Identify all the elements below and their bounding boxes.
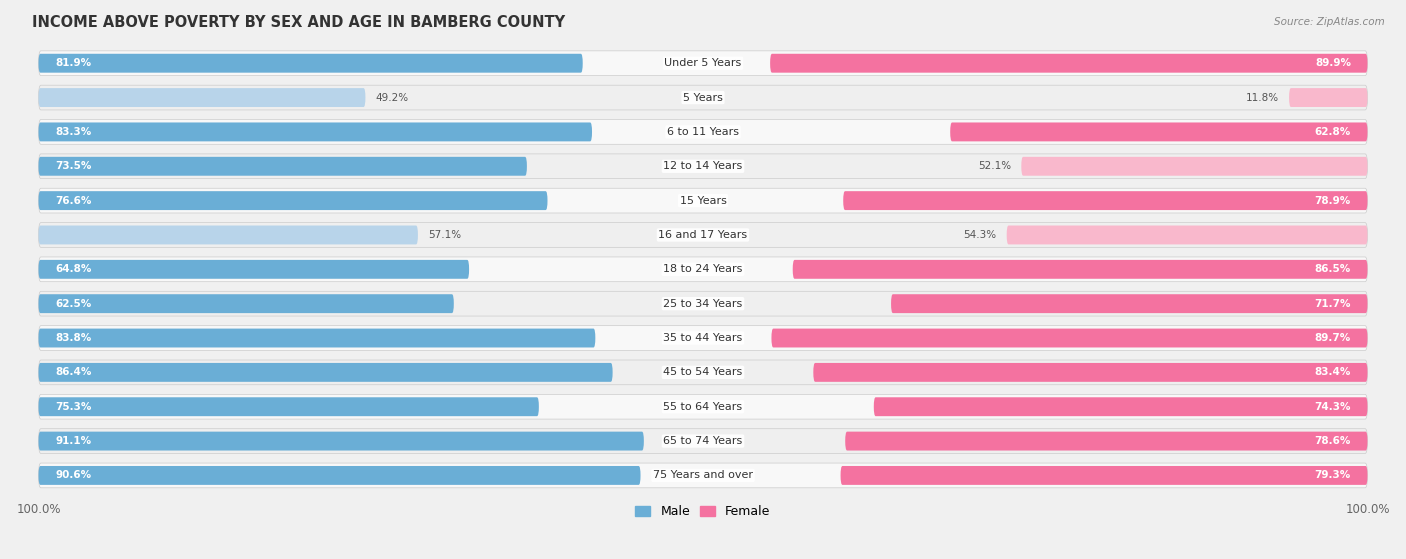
FancyBboxPatch shape — [813, 363, 1368, 382]
Text: 75 Years and over: 75 Years and over — [652, 471, 754, 480]
Text: 76.6%: 76.6% — [55, 196, 91, 206]
Text: 89.9%: 89.9% — [1315, 58, 1351, 68]
FancyBboxPatch shape — [38, 191, 547, 210]
FancyBboxPatch shape — [38, 54, 582, 73]
FancyBboxPatch shape — [38, 51, 1368, 75]
FancyBboxPatch shape — [38, 429, 1368, 453]
FancyBboxPatch shape — [38, 257, 1368, 282]
Text: 25 to 34 Years: 25 to 34 Years — [664, 299, 742, 309]
Text: 71.7%: 71.7% — [1315, 299, 1351, 309]
FancyBboxPatch shape — [1289, 88, 1368, 107]
FancyBboxPatch shape — [891, 294, 1368, 313]
Text: 16 and 17 Years: 16 and 17 Years — [658, 230, 748, 240]
Text: 11.8%: 11.8% — [1246, 93, 1279, 102]
FancyBboxPatch shape — [38, 294, 454, 313]
Text: 5 Years: 5 Years — [683, 93, 723, 102]
Text: 89.7%: 89.7% — [1315, 333, 1351, 343]
FancyBboxPatch shape — [770, 54, 1368, 73]
FancyBboxPatch shape — [950, 122, 1368, 141]
Text: 91.1%: 91.1% — [55, 436, 91, 446]
Text: 52.1%: 52.1% — [979, 161, 1011, 171]
Text: 62.5%: 62.5% — [55, 299, 91, 309]
FancyBboxPatch shape — [38, 463, 1368, 488]
Text: 15 Years: 15 Years — [679, 196, 727, 206]
Text: 49.2%: 49.2% — [375, 93, 409, 102]
Text: 78.9%: 78.9% — [1315, 196, 1351, 206]
FancyBboxPatch shape — [844, 191, 1368, 210]
FancyBboxPatch shape — [845, 432, 1368, 451]
Text: 45 to 54 Years: 45 to 54 Years — [664, 367, 742, 377]
FancyBboxPatch shape — [841, 466, 1368, 485]
FancyBboxPatch shape — [1007, 225, 1368, 244]
Text: 55 to 64 Years: 55 to 64 Years — [664, 402, 742, 412]
Legend: Male, Female: Male, Female — [630, 500, 776, 523]
FancyBboxPatch shape — [38, 88, 366, 107]
Text: 86.5%: 86.5% — [1315, 264, 1351, 274]
FancyBboxPatch shape — [873, 397, 1368, 416]
FancyBboxPatch shape — [1021, 157, 1368, 176]
FancyBboxPatch shape — [38, 394, 1368, 419]
Text: 54.3%: 54.3% — [963, 230, 997, 240]
FancyBboxPatch shape — [38, 360, 1368, 385]
Text: 75.3%: 75.3% — [55, 402, 91, 412]
Text: 79.3%: 79.3% — [1315, 471, 1351, 480]
FancyBboxPatch shape — [38, 157, 527, 176]
Text: 62.8%: 62.8% — [1315, 127, 1351, 137]
Text: 35 to 44 Years: 35 to 44 Years — [664, 333, 742, 343]
Text: 83.4%: 83.4% — [1315, 367, 1351, 377]
FancyBboxPatch shape — [38, 154, 1368, 179]
Text: 90.6%: 90.6% — [55, 471, 91, 480]
Text: 57.1%: 57.1% — [427, 230, 461, 240]
FancyBboxPatch shape — [38, 188, 1368, 213]
Text: 64.8%: 64.8% — [55, 264, 91, 274]
FancyBboxPatch shape — [38, 397, 538, 416]
Text: INCOME ABOVE POVERTY BY SEX AND AGE IN BAMBERG COUNTY: INCOME ABOVE POVERTY BY SEX AND AGE IN B… — [32, 15, 565, 30]
Text: 83.3%: 83.3% — [55, 127, 91, 137]
Text: 83.8%: 83.8% — [55, 333, 91, 343]
FancyBboxPatch shape — [38, 122, 592, 141]
FancyBboxPatch shape — [38, 225, 418, 244]
Text: 12 to 14 Years: 12 to 14 Years — [664, 161, 742, 171]
FancyBboxPatch shape — [38, 222, 1368, 247]
Text: 18 to 24 Years: 18 to 24 Years — [664, 264, 742, 274]
Text: 73.5%: 73.5% — [55, 161, 91, 171]
Text: 81.9%: 81.9% — [55, 58, 91, 68]
FancyBboxPatch shape — [38, 85, 1368, 110]
FancyBboxPatch shape — [38, 432, 644, 451]
FancyBboxPatch shape — [38, 466, 641, 485]
FancyBboxPatch shape — [38, 120, 1368, 144]
FancyBboxPatch shape — [38, 329, 595, 348]
FancyBboxPatch shape — [38, 326, 1368, 350]
FancyBboxPatch shape — [38, 291, 1368, 316]
Text: 65 to 74 Years: 65 to 74 Years — [664, 436, 742, 446]
Text: 74.3%: 74.3% — [1315, 402, 1351, 412]
FancyBboxPatch shape — [38, 260, 470, 279]
FancyBboxPatch shape — [772, 329, 1368, 348]
Text: Source: ZipAtlas.com: Source: ZipAtlas.com — [1274, 17, 1385, 27]
FancyBboxPatch shape — [38, 363, 613, 382]
Text: 78.6%: 78.6% — [1315, 436, 1351, 446]
Text: Under 5 Years: Under 5 Years — [665, 58, 741, 68]
Text: 6 to 11 Years: 6 to 11 Years — [666, 127, 740, 137]
FancyBboxPatch shape — [793, 260, 1368, 279]
Text: 86.4%: 86.4% — [55, 367, 91, 377]
